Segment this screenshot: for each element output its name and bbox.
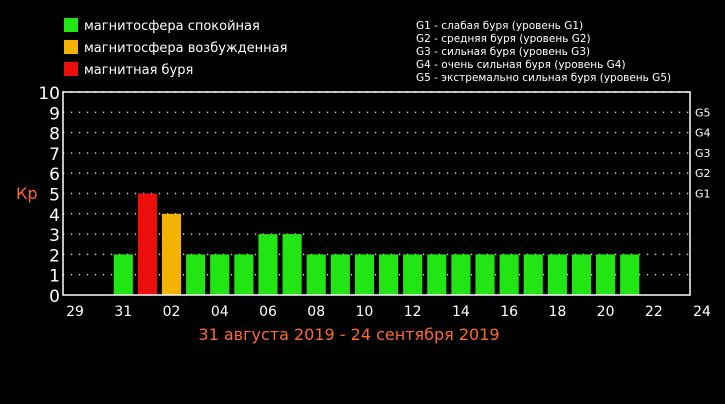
y-tick-label: 3 [49,226,60,246]
x-tick-label: 22 [645,304,663,320]
x-tick-label: 20 [597,304,615,320]
storm-scale-list: G1 - слабая буря (уровень G1) G2 - средн… [416,20,671,84]
y-tick-label: 2 [49,246,60,266]
x-tick-label: 04 [211,304,229,320]
kp-bar [547,254,567,295]
x-tick-label: 24 [693,304,711,320]
kp-bar [234,254,254,295]
g-level-label: G5 [695,106,711,119]
x-tick-label: 18 [548,304,566,320]
kp-bar [571,254,592,295]
kp-bar [210,254,230,295]
legend: магнитосфера спокойная магнитосфера возб… [64,18,287,78]
kp-bar [403,254,423,295]
x-tick-label: 10 [356,304,374,320]
legend-swatch-excited [64,40,78,54]
kp-bar [186,254,206,295]
x-tick-label: 12 [404,304,422,320]
kp-bar [451,254,471,295]
x-tick-label: 06 [259,304,277,320]
kp-bar [354,254,374,295]
y-axis-label: Кр [16,184,38,203]
storm-scale-g4: G4 - очень сильная буря (уровень G4) [416,59,626,71]
kp-bar [282,234,302,295]
y-tick-label: 6 [49,165,60,185]
storm-scale-g5: G5 - экстремально сильная буря (уровень … [416,72,671,84]
kp-bar [499,254,519,295]
y-tick-label: 10 [38,84,60,104]
kp-bar [523,254,543,295]
x-tick-label: 02 [163,304,181,320]
kp-bar [475,254,495,295]
y-tick-label: 4 [49,206,60,226]
legend-swatch-storm [64,62,78,76]
y-tick-label: 0 [49,287,60,307]
storm-scale-g1: G1 - слабая буря (уровень G1) [416,20,583,32]
x-tick-label: 08 [307,304,325,320]
x-tick-label: 16 [500,304,518,320]
y-tick-label: 7 [49,145,60,165]
x-axis-label: 31 августа 2019 - 24 сентября 2019 [198,325,499,344]
kp-bar [620,254,640,295]
kp-bar [330,254,350,295]
kp-bar [137,193,157,295]
legend-label-excited: магнитосфера возбужденная [84,41,287,56]
storm-scale-g2: G2 - средняя буря (уровень G2) [416,33,591,45]
g-level-label: G3 [695,147,711,160]
kp-bar [161,213,182,295]
g-level-label: G4 [695,127,711,140]
storm-scale-g3: G3 - сильная буря (уровень G3) [416,46,590,58]
y-tick-label: 8 [49,125,60,145]
kp-bar [258,234,278,295]
legend-label-calm: магнитосфера спокойная [84,19,260,34]
legend-swatch-calm [64,18,78,32]
kp-bar [113,254,133,295]
g-level-label: G2 [695,167,711,180]
plot-frame [62,91,691,296]
y-tick-label: 9 [49,104,60,124]
x-tick-label: 14 [452,304,470,320]
kp-bar [379,254,399,295]
kp-bar [596,254,616,295]
g-level-label: G1 [695,188,711,201]
kp-bar [427,254,447,295]
x-tick-label: 29 [66,304,84,320]
legend-label-storm: магнитная буря [84,63,193,78]
kp-bar [306,254,326,295]
y-tick-label: 5 [49,186,60,206]
x-tick-label: 31 [114,304,132,320]
y-tick-label: 1 [49,267,60,287]
